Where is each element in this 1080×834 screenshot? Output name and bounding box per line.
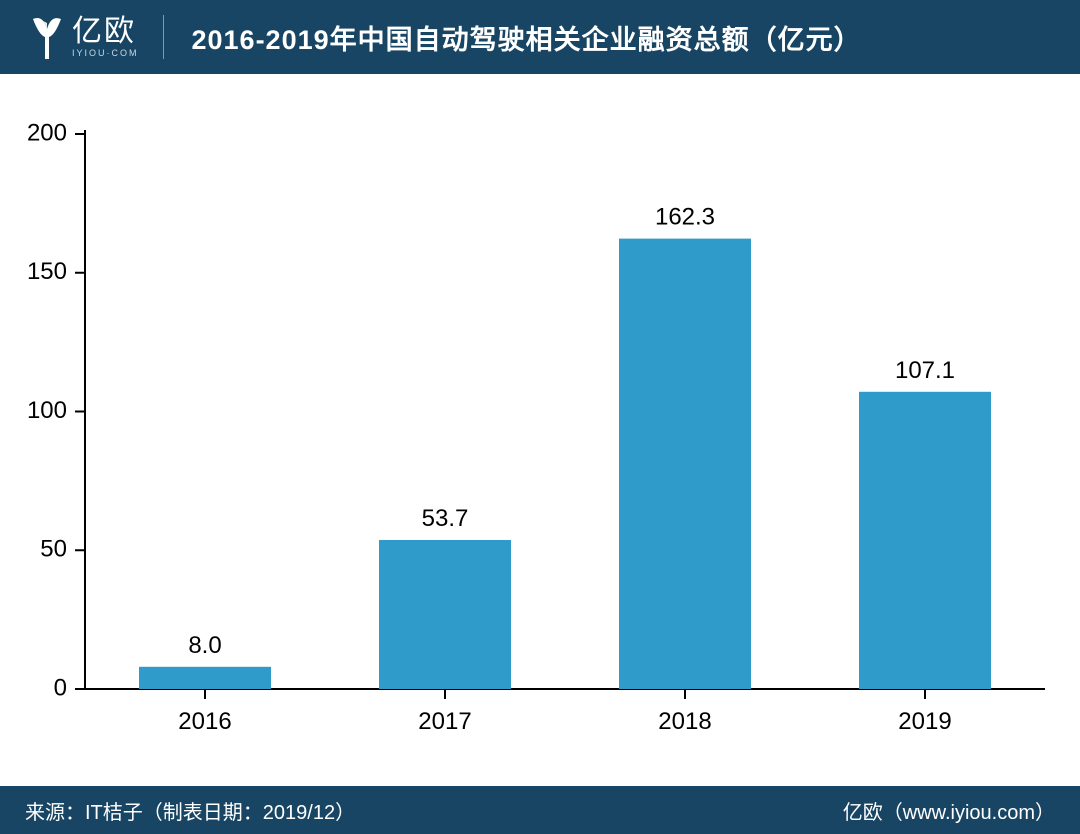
header-band: 亿欧 IYIOU·COM 2016-2019年中国自动驾驶相关企业融资总额（亿元… (0, 0, 1080, 74)
y-tick-label: 150 (27, 258, 67, 285)
logo-block: 亿欧 IYIOU·COM (30, 0, 139, 74)
x-tick-label: 2016 (178, 708, 231, 735)
bar-chart: 0 50 100 150 200 8.0 2016 53.7 2017 162.3 2018 107.… (0, 74, 1080, 786)
y-tick-label: 200 (27, 119, 67, 146)
chart-title: 2016-2019年中国自动驾驶相关企业融资总额（亿元） (192, 18, 862, 57)
footer-band: 来源：IT桔子（制表日期：2019/12） 亿欧（www.iyiou.com） (0, 786, 1080, 834)
bar-value-label: 8.0 (188, 632, 221, 659)
logo-subtext: IYIOU·COM (72, 49, 139, 58)
bar-value-label: 162.3 (655, 204, 715, 231)
bar-value-label: 53.7 (422, 505, 469, 532)
bar (139, 667, 271, 689)
y-tick-label: 50 (40, 536, 67, 563)
chart-area: 0 50 100 150 200 8.0 2016 53.7 2017 162.3 2018 107.… (0, 74, 1080, 786)
x-tick-label: 2019 (898, 708, 951, 735)
logo-text: 亿欧 (72, 17, 139, 47)
bar-value-label: 107.1 (895, 357, 955, 384)
attribution-text: 亿欧（www.iyiou.com） (843, 796, 1055, 825)
source-text: 来源：IT桔子（制表日期：2019/12） (25, 796, 355, 825)
bar (619, 239, 751, 689)
bar (379, 540, 511, 689)
bar (859, 392, 991, 689)
header-divider (163, 15, 164, 59)
y-tick-label: 100 (27, 397, 67, 424)
logo-leaf-icon (30, 15, 64, 59)
y-tick-label: 0 (54, 674, 67, 701)
x-tick-label: 2017 (418, 708, 471, 735)
x-tick-label: 2018 (658, 708, 711, 735)
